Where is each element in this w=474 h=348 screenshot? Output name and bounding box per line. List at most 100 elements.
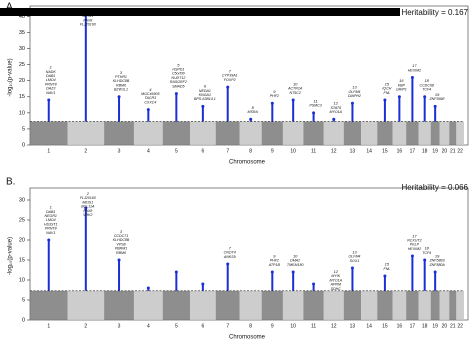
x-tick-label: 9 <box>271 148 274 154</box>
annotation-gene: DAB1 <box>46 210 55 214</box>
annotation-gene: NADK <box>46 70 57 74</box>
annotation-chromosome: 17 <box>412 63 417 68</box>
background-points <box>406 290 419 320</box>
annotation-gene: BPS-63B14.1 <box>194 97 216 101</box>
x-tick-label: 15 <box>382 148 388 154</box>
annotation-gene: VRK2 <box>83 213 92 217</box>
annotation-chromosome: 1 <box>50 65 52 70</box>
x-tick-label: 17 <box>410 323 416 329</box>
x-tick-label: 7 <box>226 323 229 329</box>
background-points <box>261 290 283 320</box>
peak-point <box>410 76 414 79</box>
annotation-gene: PRNT8 <box>45 227 57 231</box>
background-points <box>67 290 105 320</box>
background-points <box>439 121 450 145</box>
annotation-gene: KLHDC8B <box>113 79 130 83</box>
background-points <box>456 121 464 145</box>
annotation-gene: NEDA1 <box>199 89 211 93</box>
x-tick-label: 12 <box>331 148 337 154</box>
annotation-gene: PAX8 <box>83 18 92 22</box>
x-tick-label: 10 <box>290 323 296 329</box>
annotation-gene: MYIK <box>331 274 340 278</box>
background-points <box>361 121 378 145</box>
annotation-chromosome: 19 <box>435 92 440 97</box>
annotation-gene: MGC46905 <box>141 92 159 96</box>
x-tick-label: 11 <box>311 148 316 154</box>
y-tick-label: 10 <box>19 110 25 116</box>
x-tick-label: 16 <box>397 323 403 329</box>
peak-point <box>291 98 295 102</box>
background-points <box>430 290 440 320</box>
y-axis-label: -log₁₀(p-value) <box>8 58 14 96</box>
annotation-chromosome: 4 <box>149 87 152 92</box>
annotation-chromosome: 18 <box>424 78 429 83</box>
annotation-gene: MEIS1 <box>82 14 93 18</box>
annotation-chromosome: 7 <box>229 69 232 74</box>
annotation-gene: DIAPH2 <box>348 94 361 98</box>
peak-point <box>312 111 316 115</box>
x-tick-label: 9 <box>271 323 274 329</box>
peak-point <box>47 238 51 242</box>
heritability: Heritability = 0.167 <box>402 8 469 17</box>
background-points <box>133 290 163 320</box>
background-points <box>392 121 407 145</box>
x-tick-label: 19 <box>432 323 438 329</box>
annotation-gene: PELP <box>410 243 420 247</box>
annotation-gene: PAX8 <box>83 209 92 213</box>
background-points <box>430 121 440 145</box>
annotation-gene: MYO1A <box>329 110 342 114</box>
annotation-gene: PSMC3 <box>309 104 321 108</box>
annotation-chromosome: 3 <box>120 229 123 234</box>
peak-point <box>270 270 274 274</box>
annotation-gene: PHF2 <box>270 94 279 98</box>
background-points <box>189 121 216 145</box>
peak-point <box>226 262 230 266</box>
annotation-gene: KNGA1 <box>199 93 211 97</box>
background-points <box>162 290 190 320</box>
annotation-gene: CXXC4 <box>144 100 156 104</box>
peak-point <box>226 85 230 89</box>
annotation-gene: DAB1 <box>46 74 55 78</box>
annotation-gene: HSPD1 <box>172 68 184 72</box>
annotation-chromosome: 17 <box>412 233 417 238</box>
x-tick-label: 17 <box>410 148 416 154</box>
annotation-gene: SOX1 <box>350 259 360 263</box>
y-tick-label: 35 <box>19 30 25 36</box>
x-tick-label: 22 <box>457 148 463 154</box>
background-points <box>343 290 362 320</box>
annotation-chromosome: 7 <box>229 245 232 250</box>
x-tick-label: 6 <box>201 323 204 329</box>
annotation-chromosome: 5 <box>177 62 180 67</box>
peak-point <box>249 117 253 121</box>
background-points <box>418 290 431 320</box>
annotation-gene: APRM <box>330 283 341 287</box>
x-tick-label: 14 <box>366 148 372 154</box>
annotation-chromosome: 8 <box>252 105 255 110</box>
annotation-gene: KBP <box>398 83 406 87</box>
background-points <box>282 290 304 320</box>
annotation-gene: C5orf30 <box>172 72 185 76</box>
x-tick-label: 1 <box>47 148 50 154</box>
x-tick-label: 11 <box>311 323 316 329</box>
x-tick-label: 21 <box>450 148 456 154</box>
annotation-gene: IQCH <box>382 87 391 91</box>
peak-point <box>410 254 414 258</box>
background-points <box>30 290 68 320</box>
background-points <box>104 290 134 320</box>
x-tick-label: 3 <box>118 148 121 154</box>
background-points <box>323 290 344 320</box>
peak-point <box>84 206 88 210</box>
x-tick-label: 6 <box>201 148 204 154</box>
annotation-gene: HEXIM2 <box>408 247 421 251</box>
annotation-gene: RBM6 <box>116 251 126 255</box>
background-points <box>133 121 163 145</box>
annotation-gene: LMO4 <box>46 78 56 82</box>
peak-point <box>117 258 121 262</box>
y-tick-label: 15 <box>19 257 25 263</box>
background-points <box>261 121 283 145</box>
x-tick-label: 12 <box>331 323 337 329</box>
annotation-gene: CCDC71 <box>114 234 128 238</box>
x-tick-label: 7 <box>226 148 229 154</box>
peak-point <box>174 92 178 96</box>
y-tick-label: 30 <box>19 46 25 52</box>
